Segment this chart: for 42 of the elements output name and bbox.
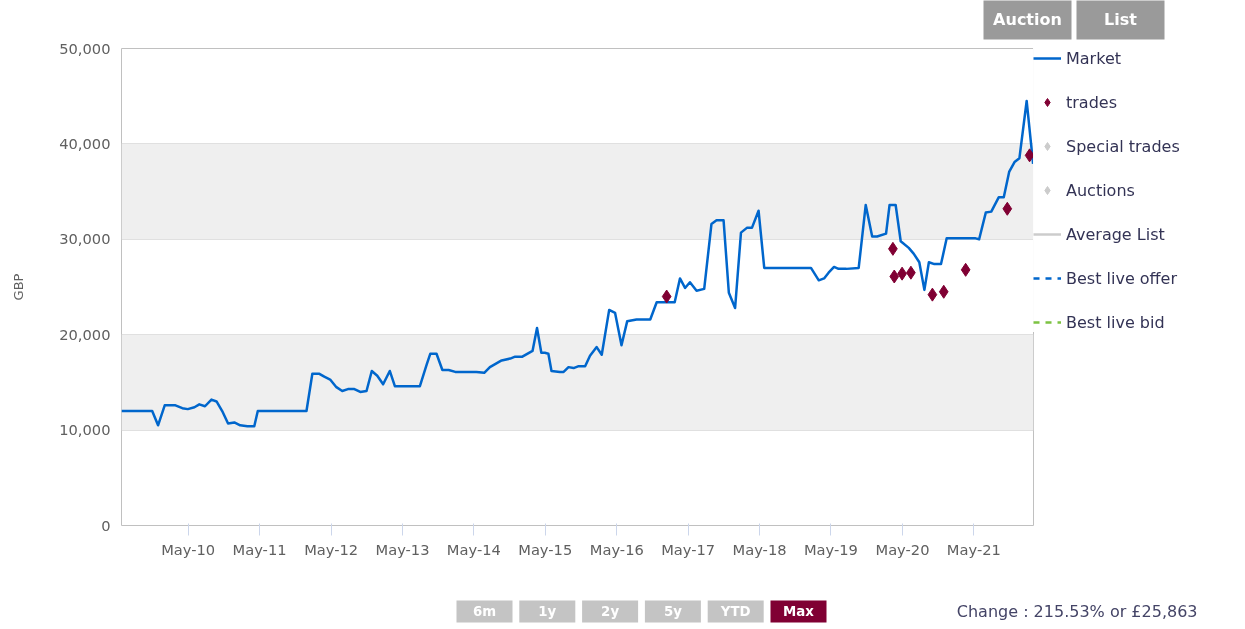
line-series [121, 99, 1034, 428]
x-tick-label: May-16 [589, 540, 644, 558]
text: 1y [538, 604, 557, 619]
legend-label: Average List [1066, 224, 1165, 244]
point [889, 269, 900, 284]
y-tick-label: 20,000 [59, 325, 111, 343]
text: Change : 215.53% or £25,863 [956, 602, 1198, 621]
y-tick-label: 50,000 [59, 39, 111, 57]
legend-label: trades [1066, 92, 1117, 112]
text: List [1104, 10, 1138, 29]
text: Auction [993, 10, 1062, 29]
x-tick-label: May-11 [232, 540, 287, 558]
y-tick-label: 40,000 [59, 134, 111, 152]
y-axis-title: GBP [11, 273, 27, 301]
text: 2y [601, 604, 620, 619]
legend-label: Special trades [1066, 136, 1180, 156]
x-tick-label: May-10 [161, 540, 216, 558]
point [1002, 201, 1013, 216]
point [960, 262, 971, 277]
point [938, 284, 949, 299]
text: Max [783, 604, 815, 619]
y-tick-label: 30,000 [59, 230, 111, 248]
x-tick-label: May-14 [446, 540, 501, 558]
point [927, 287, 938, 302]
text: 5y [663, 604, 683, 619]
x-tick-label: May-15 [518, 540, 573, 558]
y-tick-label: 10,000 [59, 421, 111, 439]
x-tick-label: May-21 [946, 540, 1001, 558]
text: 6m [472, 604, 497, 619]
x-tick-label: May-13 [375, 540, 430, 558]
y-tick-label: 0 [101, 516, 111, 534]
x-tick-label: May-12 [304, 540, 359, 558]
x-tick-label: May-18 [732, 540, 787, 558]
x-tick-label: May-20 [875, 540, 930, 558]
legend-label: Market [1066, 48, 1121, 68]
text: YTD [719, 604, 751, 619]
legend-label: Auctions [1066, 180, 1135, 200]
legend-label: Best live offer [1066, 268, 1178, 288]
x-tick-label: May-19 [803, 540, 858, 558]
x-tick-label: May-17 [661, 540, 716, 558]
legend-label: Best live bid [1066, 312, 1165, 332]
point [661, 289, 672, 304]
